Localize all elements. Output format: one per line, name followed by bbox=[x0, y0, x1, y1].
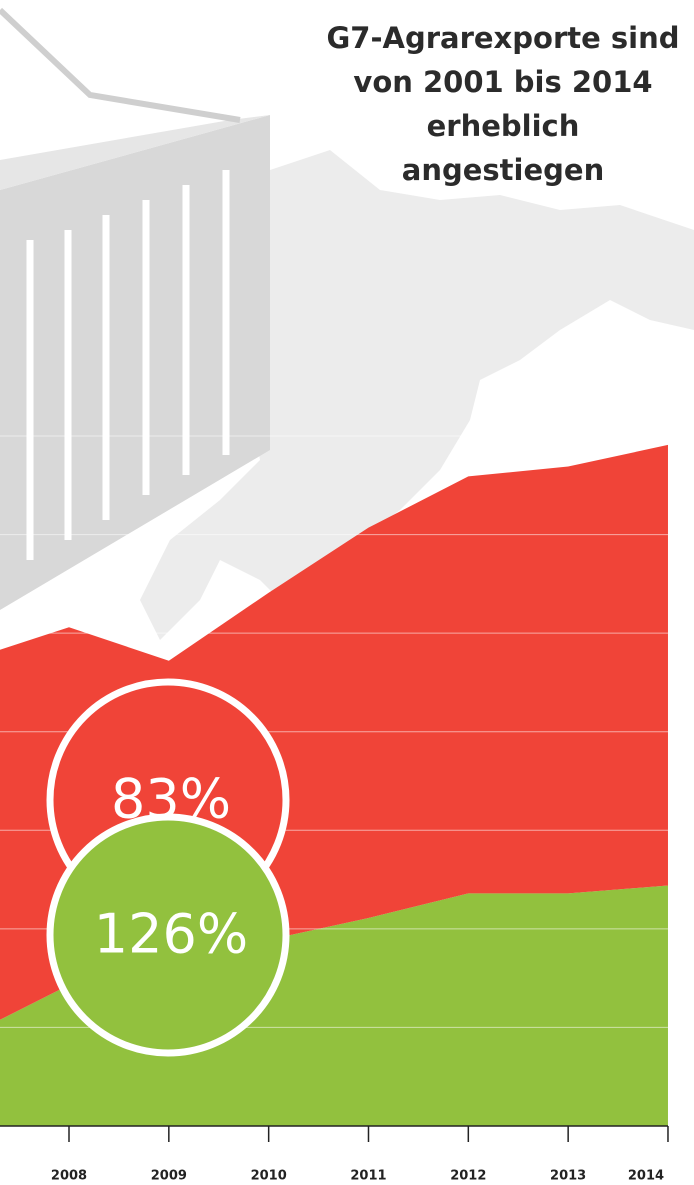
x-tick-label: 2012 bbox=[450, 1169, 486, 1184]
title-line: erheblich bbox=[427, 109, 580, 143]
container-illustration bbox=[0, 7, 270, 610]
title-line: G7-Agrarexporte sind bbox=[327, 21, 680, 55]
x-tick-label: 2014 bbox=[628, 1169, 664, 1184]
annotations: 83%126% bbox=[46, 678, 290, 1057]
x-tick-label: 2013 bbox=[550, 1169, 586, 1184]
map-background bbox=[140, 150, 694, 640]
x-tick-label: 2010 bbox=[251, 1169, 287, 1184]
x-tick-label: 2011 bbox=[350, 1169, 386, 1184]
title: G7-Agrarexporte sind von 2001 bis 2014 erh… bbox=[327, 21, 680, 187]
x-axis: 2008 2009 2010 2011 2012 2013 2014 bbox=[0, 1125, 669, 1184]
x-tick-label: 2009 bbox=[151, 1169, 187, 1184]
area bbox=[0, 885, 668, 1126]
x-tick-label: 2008 bbox=[51, 1169, 87, 1184]
title-line: von 2001 bis 2014 bbox=[353, 65, 652, 99]
annotation-label: 126% bbox=[94, 903, 248, 966]
title-line: angestiegen bbox=[402, 153, 604, 187]
annotation-circle bbox=[46, 813, 290, 1057]
